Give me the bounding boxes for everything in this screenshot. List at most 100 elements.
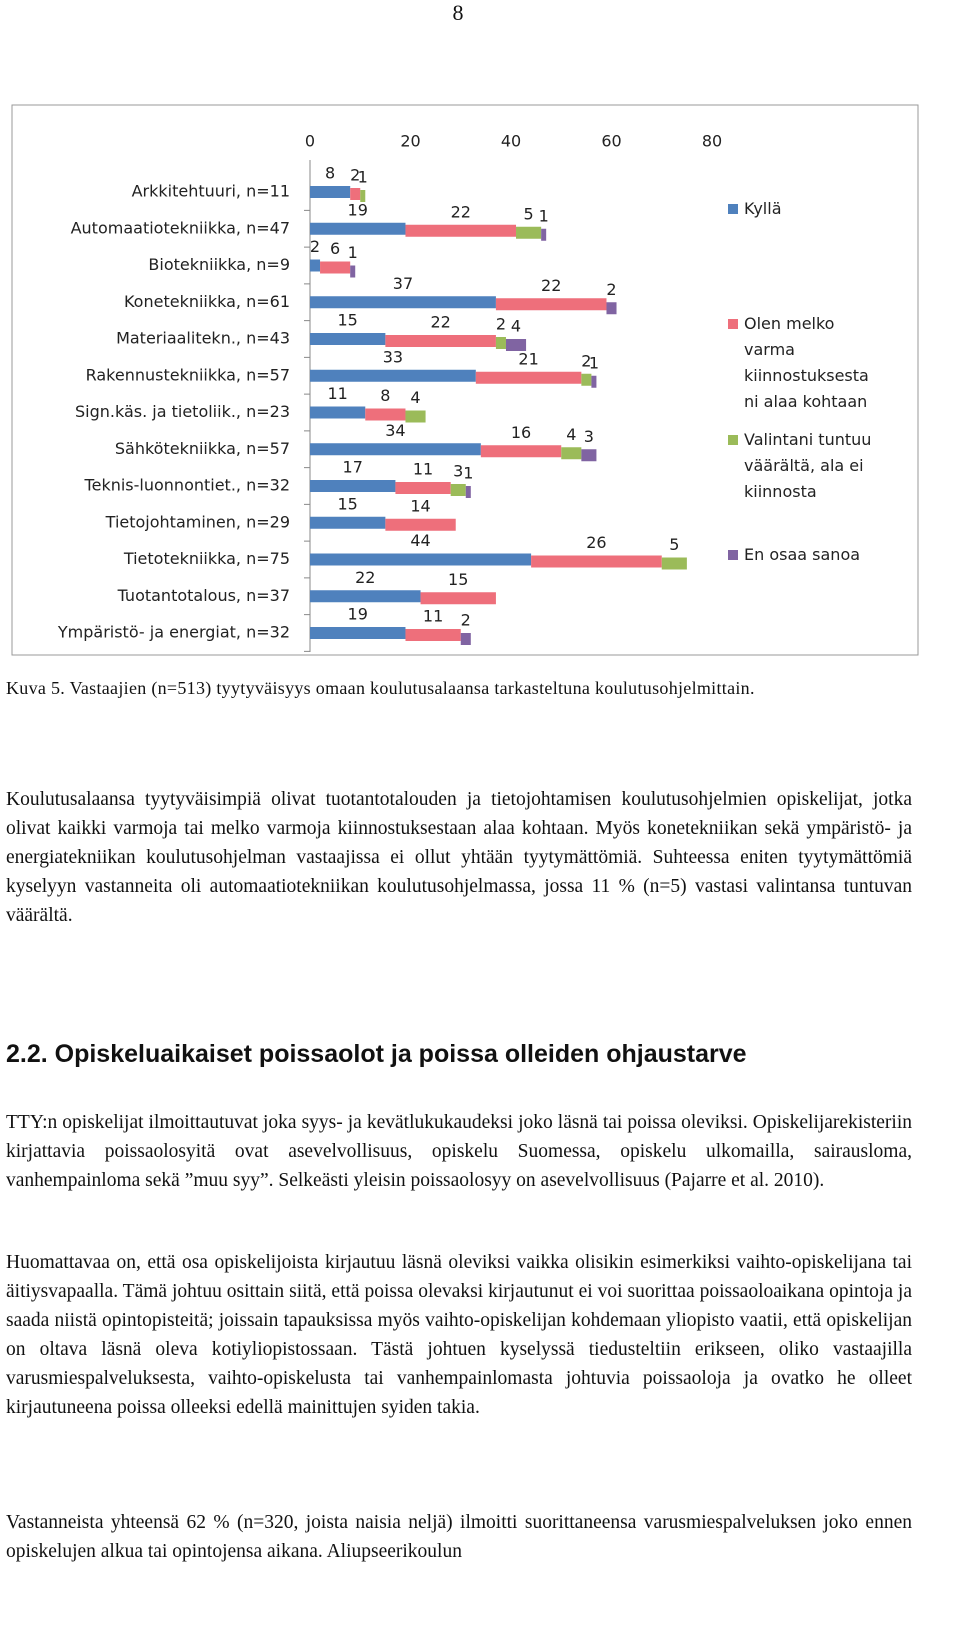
y-tick-label: Sign.käs. ja tietoliik., n=23 xyxy=(75,402,290,421)
data-label: 11 xyxy=(413,460,433,479)
section-heading: 2.2. Opiskeluaikaiset poissaolot ja pois… xyxy=(6,1040,747,1068)
y-tick-label: Sähkötekniikka, n=57 xyxy=(115,439,290,458)
bar-segment xyxy=(395,482,451,494)
x-tick-label: 60 xyxy=(601,132,621,151)
data-label: 2 xyxy=(310,237,320,256)
data-label: 26 xyxy=(586,533,606,552)
data-label: 1 xyxy=(463,464,473,483)
bar-segment xyxy=(460,633,471,645)
data-label: 4 xyxy=(566,425,576,444)
bar-segment xyxy=(480,445,562,458)
data-label: 2 xyxy=(350,166,360,185)
y-tick-label: Automaatiotekniikka, n=47 xyxy=(71,218,290,237)
bar-segment xyxy=(516,226,542,239)
paragraph: TTY:n opiskelijat ilmoittautuvat joka sy… xyxy=(6,1112,912,1191)
bar-segment xyxy=(350,188,361,200)
data-label: 15 xyxy=(338,494,358,513)
paragraph: Vastanneista yhteensä 62 % (n=320, joist… xyxy=(6,1512,912,1562)
page-number: 8 xyxy=(452,0,464,25)
data-label: 4 xyxy=(511,317,521,336)
data-label: 19 xyxy=(348,605,368,624)
y-tick-label: Materiaalitekn., n=43 xyxy=(116,329,290,348)
legend-label: Kyllä xyxy=(744,199,782,218)
bar-segment xyxy=(405,410,426,423)
data-label: 1 xyxy=(589,353,599,372)
bar-segment xyxy=(581,449,597,462)
data-label: 2 xyxy=(496,315,506,334)
data-label: 8 xyxy=(325,164,335,183)
bar-segment xyxy=(385,518,456,531)
bar-segment xyxy=(420,592,496,605)
bar-segment xyxy=(475,371,582,384)
bar-segment xyxy=(465,486,471,498)
x-tick-label: 40 xyxy=(501,132,521,151)
data-label: 2 xyxy=(606,280,616,299)
bar-segment xyxy=(360,190,366,202)
bar-segment xyxy=(405,224,517,237)
data-label: 22 xyxy=(541,276,561,295)
y-tick-label: Arkkitehtuuri, n=11 xyxy=(132,182,290,201)
y-tick-label: Biotekniikka, n=9 xyxy=(148,255,290,274)
legend-swatch xyxy=(728,550,738,560)
bar-segment xyxy=(310,186,351,198)
data-label: 6 xyxy=(330,239,340,258)
x-tick-label: 0 xyxy=(305,132,315,151)
data-label: 11 xyxy=(327,384,347,403)
data-label: 8 xyxy=(380,386,390,405)
data-label: 1 xyxy=(539,206,549,225)
legend-label: Valintani tuntuu väärältä, ala ei kiinno… xyxy=(744,430,872,501)
bar-segment xyxy=(310,333,386,345)
bar-segment xyxy=(405,629,461,641)
bar-segment xyxy=(310,627,406,639)
legend-swatch xyxy=(728,435,738,445)
data-label: 14 xyxy=(410,496,430,515)
y-tick-label: Tietojohtaminen, n=29 xyxy=(105,512,290,531)
bar-segment xyxy=(591,375,597,388)
legend-item: Kyllä xyxy=(728,196,878,222)
data-label: 15 xyxy=(448,570,468,589)
y-tick-label: Teknis-luonnontiet., n=32 xyxy=(84,476,290,495)
data-label: 5 xyxy=(669,535,679,554)
legend-item: En osaa sanoa xyxy=(728,542,878,568)
chart-frame xyxy=(11,104,919,656)
legend-item: Olen melko varma kiinnostuksesta ni alaa… xyxy=(728,311,878,415)
data-label: 15 xyxy=(338,311,358,330)
bar-segment xyxy=(310,296,496,309)
bar-segment xyxy=(310,480,396,492)
y-tick-label: Ympäristö- ja energiat, n=32 xyxy=(57,623,290,642)
data-label: 1 xyxy=(358,168,368,187)
bar-segment xyxy=(310,443,481,456)
y-tick-label: Rakennustekniikka, n=57 xyxy=(86,365,290,384)
y-tick-label: Tuotantotalous, n=37 xyxy=(117,586,290,605)
paragraph: Huomattavaa on, että osa opiskelijoista … xyxy=(6,1252,912,1418)
bar-segment xyxy=(310,516,386,529)
legend-swatch xyxy=(728,319,738,329)
bar-segment xyxy=(385,335,496,347)
bar-segment xyxy=(450,484,466,496)
data-label: 2 xyxy=(461,611,471,630)
x-tick-label: 80 xyxy=(702,132,722,151)
data-label: 3 xyxy=(453,462,463,481)
bar-segment xyxy=(310,259,321,272)
bar-segment xyxy=(310,590,421,603)
data-label: 1 xyxy=(348,243,358,262)
legend-label: En osaa sanoa xyxy=(744,545,861,564)
bar-segment xyxy=(561,447,582,460)
data-label: 5 xyxy=(523,204,533,223)
bar-segment xyxy=(495,298,607,311)
data-label: 11 xyxy=(423,607,443,626)
data-label: 17 xyxy=(343,458,363,477)
bar-segment xyxy=(320,261,351,274)
data-label: 4 xyxy=(410,388,420,407)
data-label: 3 xyxy=(584,427,594,446)
data-label: 34 xyxy=(385,421,405,440)
bar-segment xyxy=(581,373,592,386)
data-label: 2 xyxy=(581,351,591,370)
bar-segment xyxy=(310,222,406,235)
bar-segment xyxy=(505,339,527,351)
bar-segment xyxy=(350,265,356,278)
bar-segment xyxy=(531,555,662,568)
y-tick-label: Konetekniikka, n=61 xyxy=(124,292,290,311)
